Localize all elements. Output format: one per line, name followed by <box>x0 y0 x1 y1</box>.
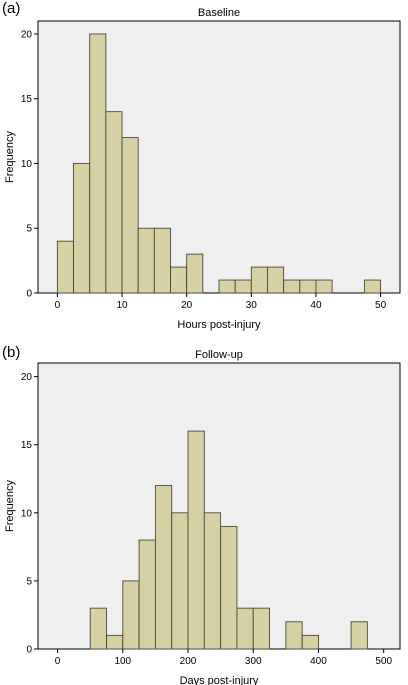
histogram-bar <box>73 163 91 294</box>
x-tick-label: 50 <box>375 300 387 311</box>
histogram-bar <box>267 266 285 294</box>
histogram-bar <box>218 279 236 294</box>
histogram-bar <box>299 279 317 294</box>
x-tick-label: 100 <box>114 656 131 667</box>
x-tick-label: 30 <box>246 300 258 311</box>
y-tick-label: 15 <box>21 94 33 105</box>
x-tick-label: 20 <box>181 300 193 311</box>
histogram-bar <box>363 279 382 294</box>
histogram-bar <box>220 525 238 650</box>
y-tick-label: 5 <box>26 576 32 587</box>
y-tick-label: 10 <box>21 508 33 519</box>
y-axis-label: Frequency <box>4 131 16 183</box>
histogram-bar <box>122 580 140 650</box>
histogram-bar <box>187 430 205 650</box>
chart-baseline: Baseline 0 5 10 15 20 0 10 20 30 40 50 Hours post-in… <box>4 7 401 331</box>
histogram-bar <box>250 266 268 294</box>
histogram-bar <box>154 485 173 650</box>
y-tick-label: 0 <box>26 289 32 300</box>
x-axis-label: Hours post-injury <box>177 319 261 331</box>
histogram-bar <box>186 253 204 294</box>
histogram-bar <box>137 227 155 294</box>
x-tick-label: 0 <box>55 656 61 667</box>
x-tick-label: 500 <box>375 656 392 667</box>
y-tick-label: 20 <box>21 29 33 40</box>
panel-b-label: (b) <box>2 344 21 361</box>
panel-a-label: (a) <box>2 0 21 17</box>
x-tick-label: 300 <box>245 656 262 667</box>
histogram-bar <box>283 279 301 294</box>
histogram-bar <box>170 266 188 294</box>
y-tick-label: 10 <box>21 159 33 170</box>
histogram-bar <box>236 607 254 650</box>
histogram-bar <box>203 512 222 650</box>
histogram-bar <box>301 634 319 650</box>
histogram-bar <box>106 634 124 650</box>
x-tick-label: 400 <box>310 656 327 667</box>
y-tick-label: 0 <box>26 645 32 656</box>
histogram-bar <box>138 539 156 650</box>
histogram-bar <box>153 227 171 294</box>
x-tick-label: 200 <box>180 656 197 667</box>
chart-title: Follow-up <box>195 349 243 361</box>
x-tick-label: 40 <box>310 300 322 311</box>
y-tick-label: 15 <box>21 440 33 451</box>
histogram-bar <box>350 621 368 650</box>
histogram-bar <box>105 111 123 294</box>
y-axis-label: Frequency <box>4 480 16 532</box>
histogram-bar <box>285 621 303 650</box>
histogram-bar <box>171 512 189 650</box>
y-tick-label: 5 <box>26 224 32 235</box>
histogram-bar <box>315 279 333 294</box>
histogram-bar <box>89 607 107 650</box>
histogram-bar <box>89 33 107 294</box>
y-tick-label: 20 <box>21 372 33 383</box>
histogram-bar <box>234 279 252 294</box>
histogram-bar <box>252 607 270 650</box>
x-tick-label: 0 <box>55 300 61 311</box>
histogram-bar <box>121 137 139 294</box>
x-axis-label: Days post-injury <box>180 675 259 685</box>
chart-title: Baseline <box>198 7 240 19</box>
histogram-bar <box>56 240 75 294</box>
x-tick-label: 10 <box>116 300 128 311</box>
